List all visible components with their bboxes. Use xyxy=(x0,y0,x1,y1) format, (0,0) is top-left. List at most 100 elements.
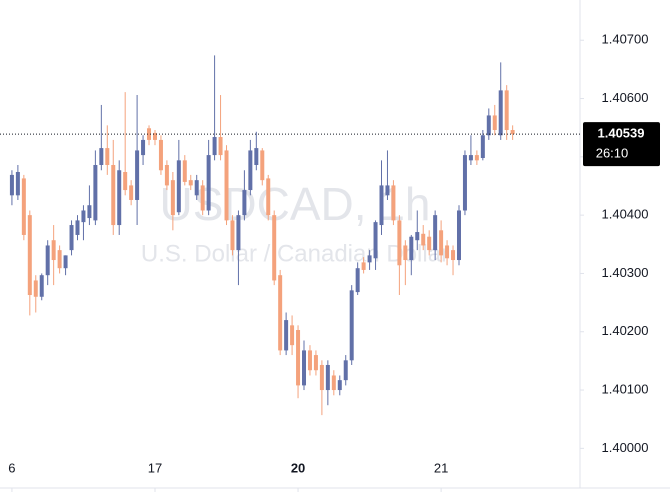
candle-body xyxy=(272,215,277,281)
candle-body xyxy=(170,180,175,216)
candle-body xyxy=(451,250,456,261)
candle-body xyxy=(81,210,86,223)
candle-body xyxy=(403,245,408,261)
candle-body xyxy=(474,155,479,161)
candle-body xyxy=(248,150,253,191)
candle-body xyxy=(433,215,438,251)
candle-body xyxy=(164,164,169,186)
candle-body xyxy=(373,222,378,259)
candle-body xyxy=(39,275,44,297)
candle-body xyxy=(427,236,432,251)
candle-body xyxy=(200,185,205,211)
candle-body xyxy=(486,115,491,136)
candle-body xyxy=(349,290,354,361)
candle-body xyxy=(141,139,146,156)
candle-body xyxy=(9,174,14,196)
candle-body xyxy=(325,364,330,391)
candle-body xyxy=(182,160,187,182)
candle-body xyxy=(33,280,38,297)
candle-body xyxy=(117,170,122,226)
x-tick-label: 21 xyxy=(434,460,448,475)
y-tick-label: 1.40300 xyxy=(602,265,649,280)
candle-body xyxy=(397,220,402,266)
candle-body xyxy=(480,135,485,159)
candle-body xyxy=(206,155,211,211)
x-tick-label: 6 xyxy=(8,460,15,475)
candle-body xyxy=(415,232,420,241)
candle-body xyxy=(456,210,461,261)
candle-body xyxy=(27,215,32,296)
candle-body xyxy=(57,250,62,269)
candle-body xyxy=(147,128,152,140)
candle-body xyxy=(379,185,384,226)
watermark-subtitle: U.S. Dollar / Canadian Dollar xyxy=(141,240,449,267)
candle-body xyxy=(278,275,283,351)
candle-body xyxy=(242,190,247,216)
candle-body xyxy=(296,329,301,386)
candle-body xyxy=(51,240,56,261)
candle-body xyxy=(99,148,104,165)
y-tick-label: 1.40700 xyxy=(602,32,649,47)
candle-body xyxy=(284,320,289,351)
candle-body xyxy=(75,220,80,235)
candle-body xyxy=(152,132,157,140)
y-tick-label: 1.40400 xyxy=(602,207,649,222)
candle-body xyxy=(439,230,444,256)
candle-body xyxy=(355,268,360,293)
candle-body xyxy=(224,150,229,221)
candle-body xyxy=(45,245,50,276)
candle-body xyxy=(313,355,318,371)
candle-body xyxy=(194,180,199,196)
candle-body xyxy=(367,255,372,263)
candle-body xyxy=(421,233,426,246)
candle-body xyxy=(510,130,515,135)
candle-body xyxy=(254,148,259,165)
y-tick-label: 1.40200 xyxy=(602,323,649,338)
candle-body xyxy=(260,150,265,181)
candle-body xyxy=(158,139,163,171)
candle-body xyxy=(129,185,134,200)
candle-body xyxy=(63,255,68,269)
candle-body xyxy=(212,137,217,156)
candle-body xyxy=(135,150,140,200)
x-tick-label: 20 xyxy=(291,460,305,475)
candle-body xyxy=(302,350,307,386)
candle-body xyxy=(236,215,241,251)
candle-body xyxy=(492,115,497,131)
candle-body xyxy=(462,155,467,211)
candle-body xyxy=(188,180,193,186)
candle-body xyxy=(331,375,336,391)
candle-body xyxy=(343,360,348,381)
candle-body xyxy=(498,90,503,136)
watermark-title: USDCAD, 1h xyxy=(160,178,431,230)
candle-body xyxy=(445,245,450,259)
candle-body xyxy=(385,185,390,196)
last-price-box xyxy=(583,122,660,167)
candle-body xyxy=(21,178,26,235)
candle-body xyxy=(15,171,20,196)
y-tick-label: 1.40600 xyxy=(602,90,649,105)
x-tick-label: 17 xyxy=(148,460,162,475)
last-price-label: 1.40539 xyxy=(598,126,645,141)
candle-body xyxy=(266,178,271,216)
candle-body xyxy=(409,236,414,261)
candle-body xyxy=(230,220,235,251)
candle-body xyxy=(290,325,295,346)
candle-body xyxy=(337,380,342,391)
countdown: 26:10 xyxy=(596,146,629,161)
candle-body xyxy=(123,171,128,191)
candle-body xyxy=(307,350,312,371)
candle-body xyxy=(361,262,366,270)
candle-body xyxy=(218,137,223,156)
y-tick-label: 1.40000 xyxy=(602,440,649,455)
candle-body xyxy=(468,155,473,161)
candle-body xyxy=(111,164,116,226)
y-tick-label: 1.40100 xyxy=(602,381,649,396)
candle-body xyxy=(69,225,74,251)
candle-body xyxy=(93,164,98,221)
candle-body xyxy=(105,148,110,165)
candle-body xyxy=(391,185,396,221)
candle-body xyxy=(504,90,509,131)
candle-body xyxy=(319,364,324,391)
